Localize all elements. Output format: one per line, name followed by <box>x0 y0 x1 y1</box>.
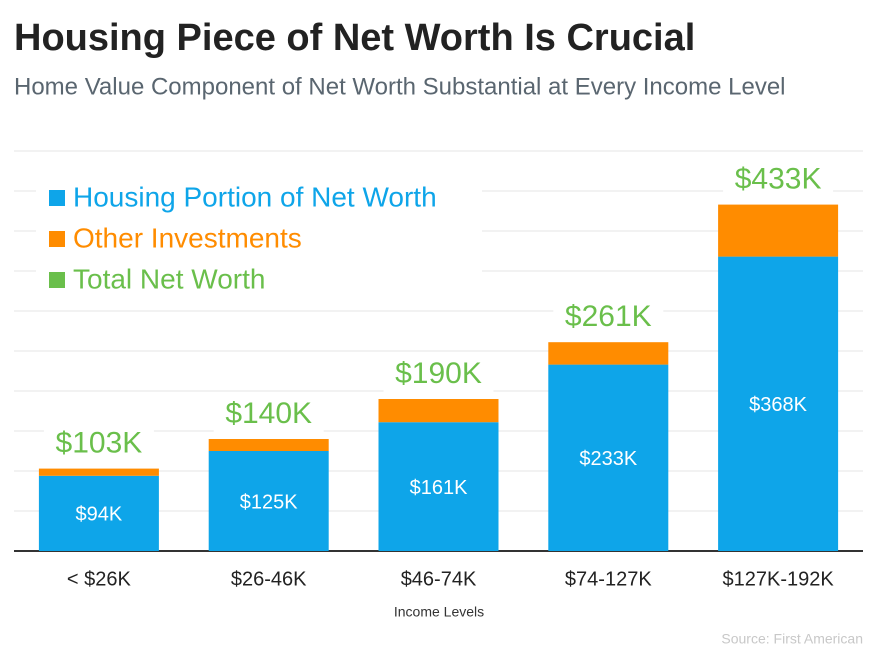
bar-segment <box>548 342 669 365</box>
x-tick-label: $74-127K <box>565 568 652 590</box>
x-tick-label: < $26K <box>67 568 132 590</box>
bar-segment <box>378 422 499 551</box>
bar-value-label: $233K <box>579 448 637 470</box>
total-value-label: $261K <box>565 300 652 333</box>
legend-swatch <box>49 272 65 288</box>
legend-swatch <box>49 231 65 247</box>
x-axis-label: Income Levels <box>394 604 484 620</box>
bar-value-label: $125K <box>240 491 298 513</box>
source: Source: First American <box>721 631 863 647</box>
bar-value-label: $368K <box>749 394 807 416</box>
x-tick-label: $26-46K <box>231 568 307 590</box>
total-value-label: $140K <box>225 397 312 430</box>
total-value-label: $190K <box>395 357 482 390</box>
bar-segment <box>38 475 159 551</box>
total-label-bg <box>43 422 154 463</box>
bar-value-label: $161K <box>410 477 468 499</box>
legend-label: Other Investments <box>73 222 302 253</box>
bar-segment <box>208 439 329 451</box>
legend-swatch <box>49 190 65 206</box>
total-label-bg <box>553 296 664 337</box>
bar-segment <box>208 451 329 551</box>
total-value-label: $103K <box>56 427 143 460</box>
chart-title: Housing Piece of Net Worth Is Crucial <box>14 17 695 59</box>
total-label-bg <box>723 158 834 199</box>
bar-segment <box>718 256 839 551</box>
x-tick-label: $46-74K <box>401 568 477 590</box>
legend-label: Total Net Worth <box>73 263 265 294</box>
total-label-bg <box>383 353 494 393</box>
x-tick-label: $127K-192K <box>722 568 834 590</box>
chart-subtitle: Home Value Component of Net Worth Substa… <box>14 73 786 100</box>
bar-value-label: $94K <box>76 504 123 526</box>
bar-segment <box>378 399 499 423</box>
bar-segment <box>548 364 669 551</box>
legend-label: Housing Portion of Net Worth <box>73 181 437 212</box>
total-label-bg <box>213 393 324 433</box>
total-value-label: $433K <box>735 163 822 196</box>
legend-bg <box>36 172 482 302</box>
bar-segment <box>718 204 839 257</box>
bar-segment <box>38 468 159 476</box>
